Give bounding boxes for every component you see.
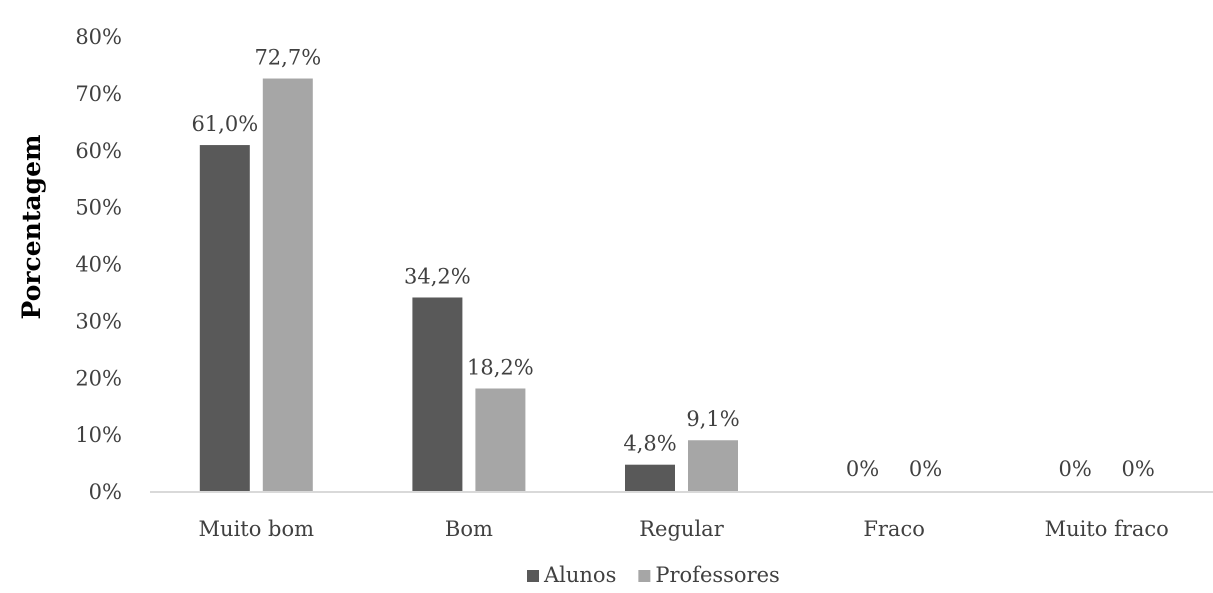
- bar-alunos-0: [199, 145, 250, 492]
- legend-swatch-alunos: [527, 570, 539, 582]
- data-label-professores-1: 18,2%: [467, 355, 534, 379]
- x-tick-label: Regular: [639, 517, 724, 541]
- legend-label-professores: Professores: [655, 563, 779, 587]
- y-tick-label: 50%: [75, 196, 122, 220]
- y-tick-label: 70%: [75, 82, 122, 106]
- x-tick-label: Bom: [445, 517, 493, 541]
- data-label-alunos-0: 61,0%: [191, 112, 258, 136]
- y-tick-label: 80%: [75, 25, 122, 49]
- data-label-alunos-1: 34,2%: [404, 264, 471, 288]
- y-tick-label: 30%: [75, 309, 122, 333]
- y-tick-label: 60%: [75, 139, 122, 163]
- x-tick-label: Muito bom: [199, 517, 315, 541]
- legend: Alunos Professores: [527, 563, 780, 587]
- data-label-professores-0: 72,7%: [254, 46, 321, 70]
- x-tick-label: Muito fraco: [1045, 517, 1169, 541]
- y-axis-label: Porcentagem: [17, 135, 46, 320]
- y-tick-label: 10%: [75, 423, 122, 447]
- bar-alunos-2: [625, 464, 675, 492]
- bar-professores-1: [475, 388, 526, 492]
- data-label-professores-4: 0%: [1122, 457, 1155, 481]
- y-tick-label: 40%: [75, 253, 122, 277]
- data-label-alunos-2: 4,8%: [623, 432, 676, 456]
- data-label-alunos-3: 0%: [846, 457, 879, 481]
- bar-professores-0: [262, 78, 313, 493]
- bar-professores-2: [688, 440, 738, 492]
- y-tick-label: 0%: [89, 480, 122, 504]
- legend-label-alunos: Alunos: [543, 563, 616, 587]
- x-tick-label: Fraco: [863, 517, 925, 541]
- bar-alunos-1: [412, 297, 463, 492]
- y-tick-label: 20%: [75, 366, 122, 390]
- legend-swatch-professores: [638, 570, 651, 582]
- data-label-alunos-4: 0%: [1059, 457, 1092, 481]
- data-label-professores-2: 9,1%: [686, 407, 739, 431]
- data-label-professores-3: 0%: [909, 457, 942, 481]
